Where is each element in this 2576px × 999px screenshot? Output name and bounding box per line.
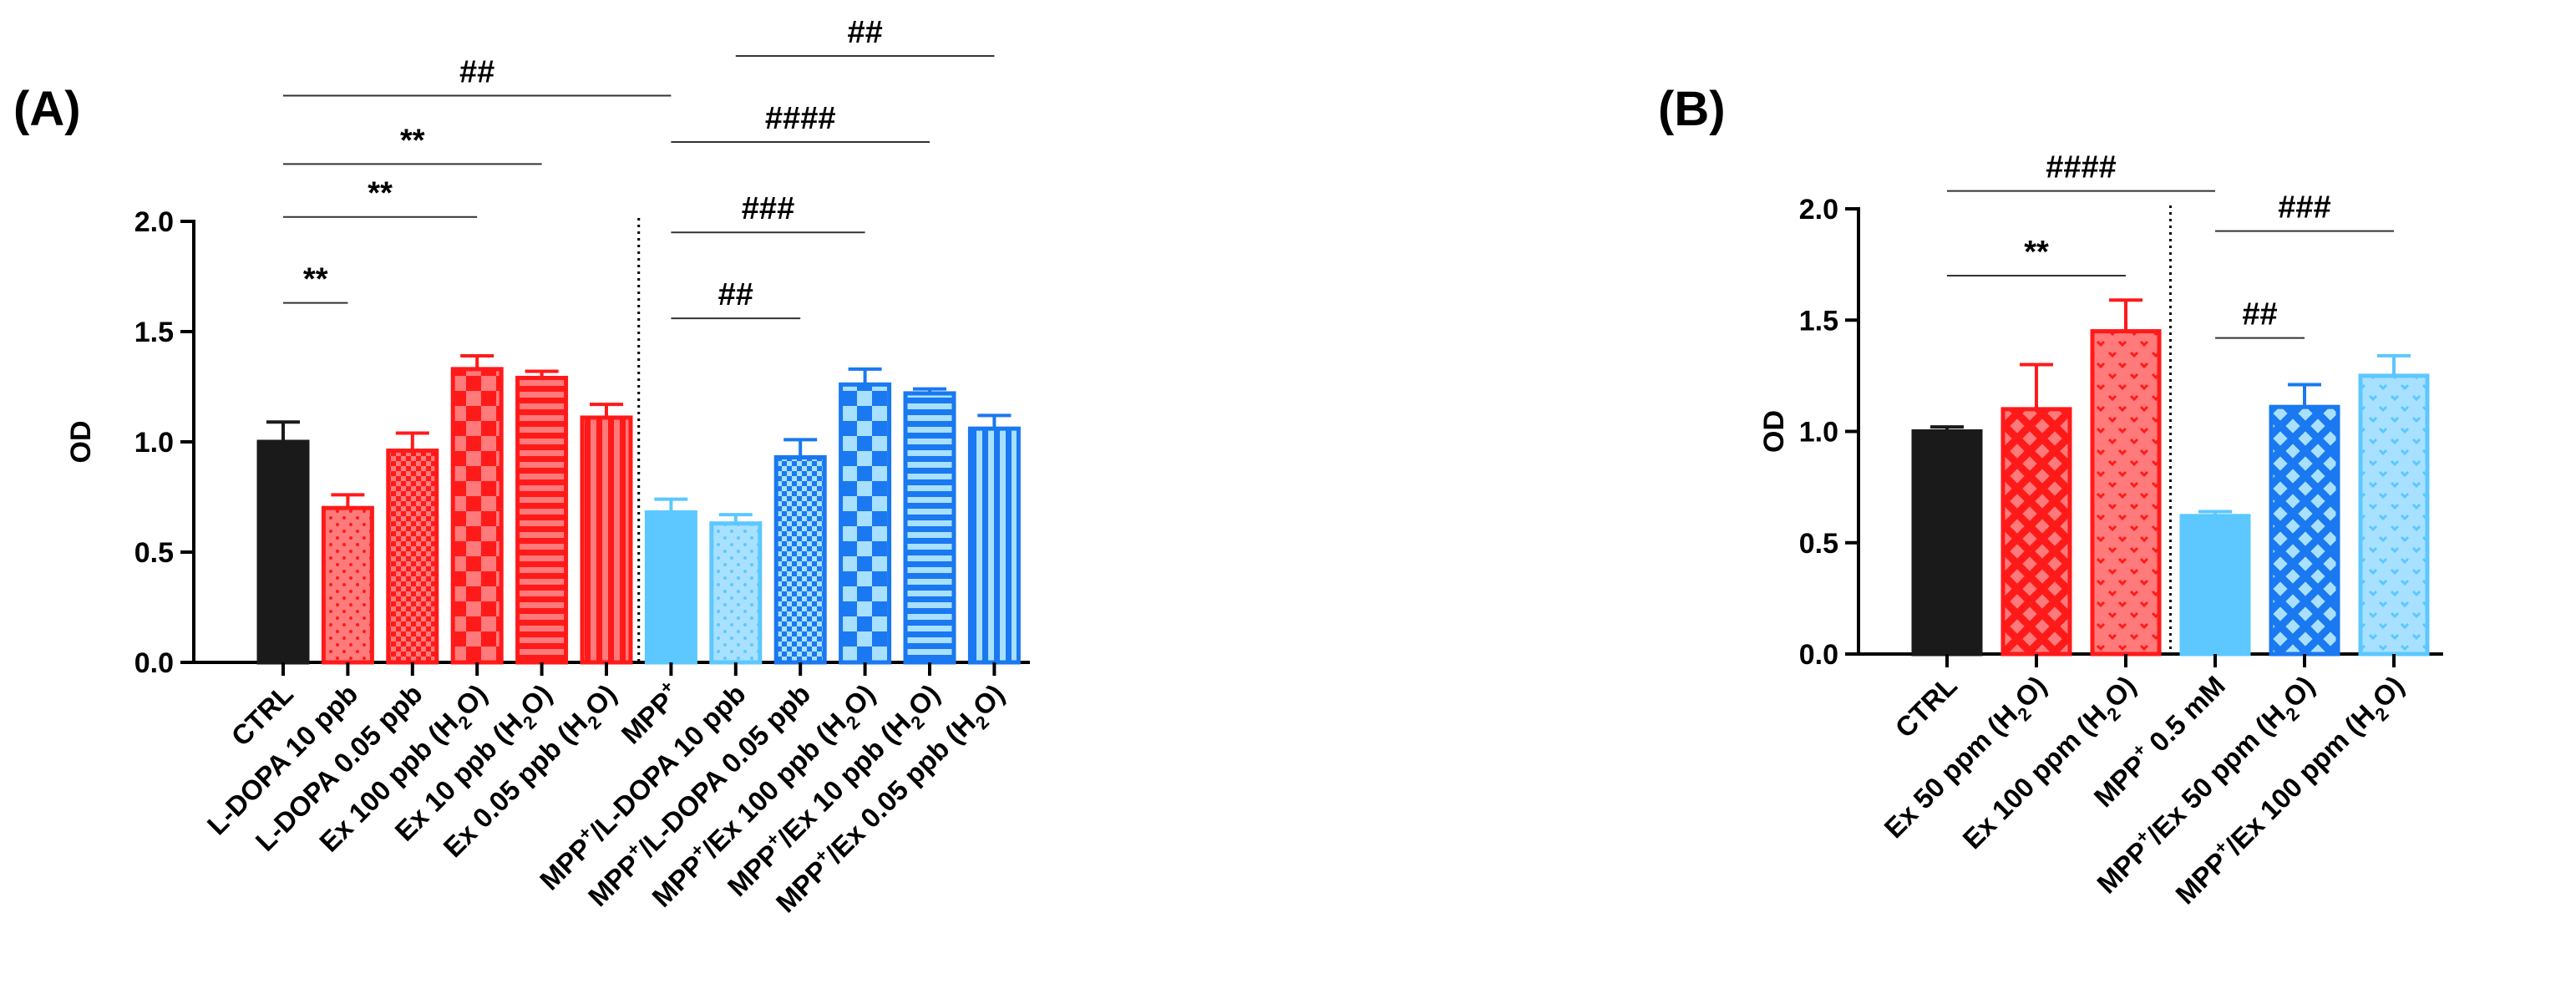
bar	[580, 415, 633, 665]
significance-mark: ####	[2046, 150, 2117, 185]
significance-mark: ####	[765, 101, 836, 136]
y-tick-label: 0.0	[134, 647, 174, 679]
bar	[644, 510, 697, 665]
y-tick-label: 1.0	[1799, 417, 1838, 449]
significance-mark: ##	[459, 55, 494, 90]
bar	[2179, 514, 2251, 657]
significance-mark: ##	[718, 277, 753, 312]
bar	[773, 454, 827, 665]
bar	[2090, 329, 2162, 657]
x-tick-label: CTRL	[1889, 670, 1963, 743]
panel-label-a: (A)	[13, 82, 81, 136]
bar	[1911, 429, 1983, 657]
significance-mark: ##	[2242, 297, 2277, 332]
panel-label-b: (B)	[1658, 82, 1726, 136]
y-tick-label: 0.5	[134, 537, 174, 569]
bar	[321, 505, 374, 665]
y-tick-label: 1.5	[134, 317, 174, 348]
y-tick-label: 1.5	[1799, 305, 1838, 337]
bar	[709, 521, 763, 665]
significance-mark: **	[368, 176, 393, 211]
y-tick-label: 0.0	[1799, 639, 1838, 671]
y-axis-label: OD	[65, 421, 97, 464]
y-axis-label: OD	[1758, 410, 1790, 453]
bar	[967, 426, 1021, 665]
bar	[839, 382, 892, 665]
bar	[515, 375, 569, 665]
bar	[2358, 373, 2430, 657]
bar	[2000, 407, 2072, 657]
significance-mark: **	[303, 262, 328, 297]
significance-mark: **	[400, 123, 425, 158]
y-tick-label: 2.0	[134, 206, 174, 238]
bar	[450, 367, 504, 665]
significance-mark: ###	[2278, 190, 2330, 226]
bar	[903, 391, 956, 665]
significance-mark: **	[2024, 235, 2049, 270]
y-tick-label: 0.5	[1799, 528, 1838, 560]
bar	[2269, 404, 2340, 657]
bar	[386, 449, 439, 665]
y-tick-label: 1.0	[134, 427, 174, 459]
significance-mark: ##	[847, 15, 882, 50]
significance-mark: ###	[742, 191, 794, 226]
y-tick-label: 2.0	[1799, 194, 1838, 226]
bar	[256, 439, 310, 665]
